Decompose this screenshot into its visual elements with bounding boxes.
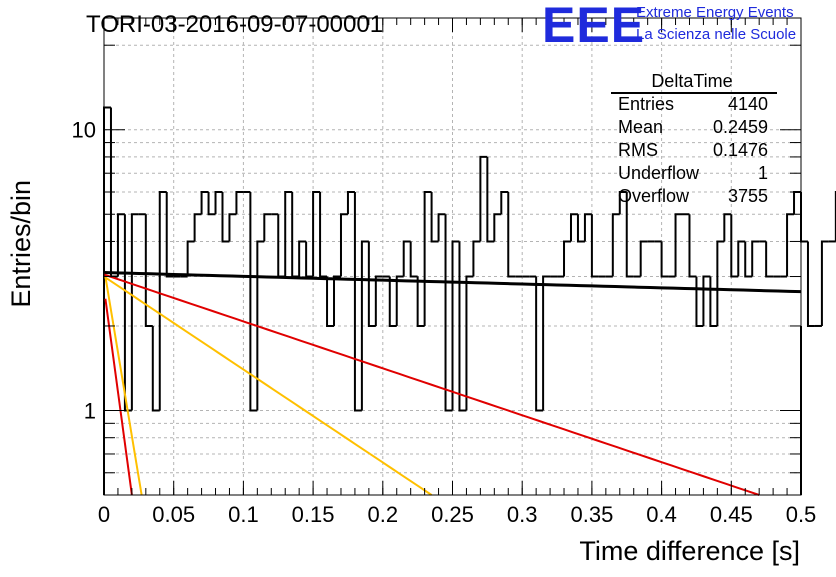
stats-value-underflow: 1 [758,163,768,183]
y-tick-label: 1 [84,398,96,423]
y-tick-label: 10 [72,118,96,143]
logo-mark: EEE [542,0,645,53]
x-tick-label: 0.1 [228,502,259,527]
x-tick-label: 0.45 [710,502,753,527]
stats-box-name: DeltaTime [651,71,732,91]
x-tick-label: 0.5 [786,502,817,527]
stats-value-rms: 0.1476 [713,140,768,160]
x-tick-label: 0.25 [431,502,474,527]
stats-value-mean: 0.2459 [713,117,768,137]
stats-label-underflow: Underflow [618,163,700,183]
x-tick-label: 0.4 [646,502,677,527]
x-axis-title: Time difference [s] [579,536,800,566]
logo-line-1: Extreme Energy Events [636,4,794,21]
x-tick-label: 0.3 [507,502,538,527]
x-tick-label: 0 [98,502,110,527]
x-tick-label: 0.35 [570,502,613,527]
chart-title: TORI-03-2016-09-07-00001 [86,11,383,38]
stats-label-overflow: Overflow [618,186,690,206]
stats-value-overflow: 3755 [728,186,768,206]
logo-line-2: La Scienza nelle Scuole [636,26,796,43]
stats-label-entries: Entries [618,94,674,114]
x-tick-label: 0.2 [368,502,399,527]
stats-value-entries: 4140 [728,94,768,114]
y-axis-title: Entries/bin [6,180,36,308]
x-tick-label: 0.15 [292,502,335,527]
x-tick-label: 0.05 [152,502,195,527]
stats-label-mean: Mean [618,117,663,137]
stats-label-rms: RMS [618,140,658,160]
